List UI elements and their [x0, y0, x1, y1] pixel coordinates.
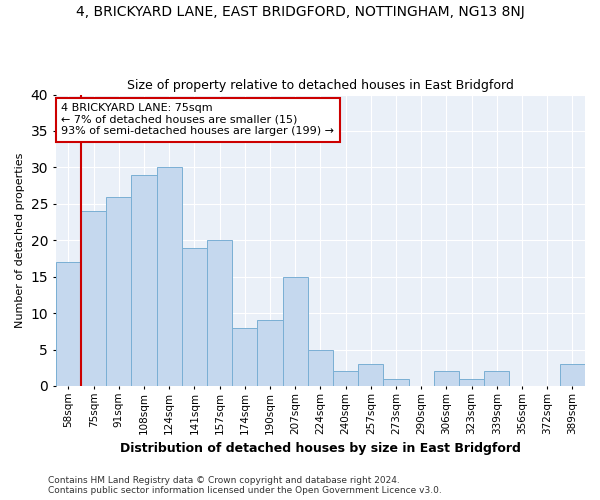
Bar: [207, 240, 232, 386]
X-axis label: Distribution of detached houses by size in East Bridgford: Distribution of detached houses by size …: [120, 442, 521, 455]
Bar: [459, 378, 484, 386]
Y-axis label: Number of detached properties: Number of detached properties: [15, 152, 25, 328]
Bar: [131, 174, 157, 386]
Bar: [308, 350, 333, 386]
Bar: [484, 372, 509, 386]
Bar: [106, 196, 131, 386]
Bar: [182, 248, 207, 386]
Text: Contains HM Land Registry data © Crown copyright and database right 2024.
Contai: Contains HM Land Registry data © Crown c…: [48, 476, 442, 495]
Text: 4, BRICKYARD LANE, EAST BRIDGFORD, NOTTINGHAM, NG13 8NJ: 4, BRICKYARD LANE, EAST BRIDGFORD, NOTTI…: [76, 5, 524, 19]
Bar: [358, 364, 383, 386]
Bar: [283, 276, 308, 386]
Bar: [434, 372, 459, 386]
Bar: [157, 168, 182, 386]
Bar: [383, 378, 409, 386]
Bar: [560, 364, 585, 386]
Bar: [81, 211, 106, 386]
Bar: [333, 372, 358, 386]
Text: 4 BRICKYARD LANE: 75sqm
← 7% of detached houses are smaller (15)
93% of semi-det: 4 BRICKYARD LANE: 75sqm ← 7% of detached…: [61, 104, 334, 136]
Bar: [232, 328, 257, 386]
Bar: [257, 320, 283, 386]
Bar: [56, 262, 81, 386]
Title: Size of property relative to detached houses in East Bridgford: Size of property relative to detached ho…: [127, 79, 514, 92]
